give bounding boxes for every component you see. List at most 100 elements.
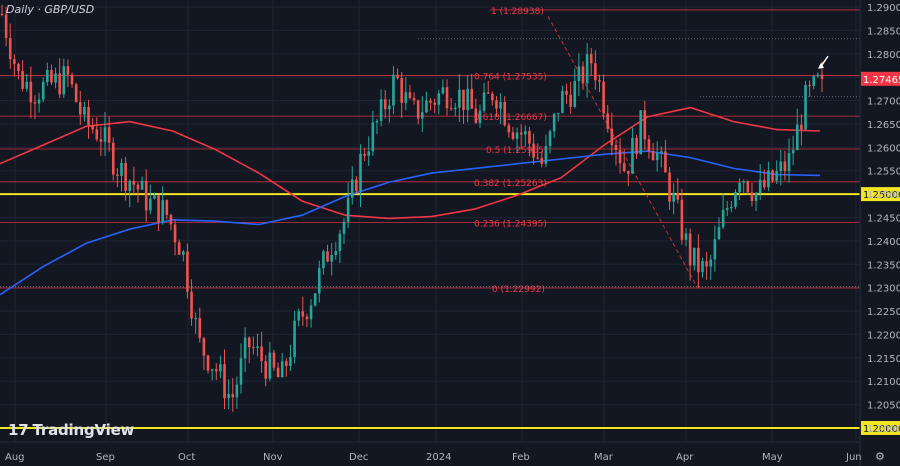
candle-body: [800, 124, 803, 130]
candle-body: [429, 100, 432, 103]
candle-body: [425, 100, 428, 113]
candle-body: [268, 352, 272, 379]
candle-body: [573, 81, 577, 107]
candle-body: [285, 361, 288, 366]
price-tick-label: 1.23000: [867, 284, 900, 295]
candle-body: [713, 239, 717, 260]
candle-body: [635, 137, 638, 155]
candle-body: [396, 74, 399, 79]
time-tick-label: Apr: [676, 452, 694, 463]
candle-body: [763, 179, 766, 188]
candle-body: [206, 355, 210, 371]
candle-body: [453, 107, 457, 110]
candle-body: [709, 259, 713, 267]
time-tick-label: 2024: [426, 452, 451, 463]
candle-body: [169, 214, 173, 225]
candle-body: [515, 132, 519, 139]
arrow-annotation-icon[interactable]: [818, 55, 829, 69]
candle-body: [511, 132, 515, 139]
candle-body: [433, 102, 436, 105]
time-tick-label: Aug: [5, 452, 25, 463]
candle-body: [705, 261, 708, 267]
candle-body: [532, 143, 535, 158]
candle-body: [4, 14, 8, 39]
time-tick-label: Oct: [178, 452, 195, 463]
moving-average-red: [0, 106, 821, 220]
price-tick-label: 1.26000: [867, 143, 900, 154]
candle-body: [569, 94, 572, 107]
candle-body: [507, 125, 511, 133]
price-tick-label: 1.25000: [867, 190, 900, 201]
price-tick-label: 1.22000: [867, 330, 900, 341]
time-tick-label: May: [762, 452, 783, 463]
candle-body: [280, 361, 284, 378]
fibonacci-retracement[interactable]: 1 (1.28938) 0.764 (1.27535) 0.618 (1.26667…: [0, 7, 860, 295]
candle-body: [544, 146, 548, 164]
candle-body: [252, 347, 255, 349]
candle-body: [758, 179, 762, 194]
settings-gear-icon: ⚙: [875, 450, 885, 463]
candle-body: [730, 206, 733, 209]
candle-body: [46, 69, 49, 82]
candle-body: [58, 73, 61, 95]
candle-body: [78, 102, 82, 115]
time-tick-label: Mar: [594, 452, 614, 463]
candle-body: [243, 337, 247, 359]
candle-body: [491, 93, 494, 101]
candle-body: [804, 85, 807, 130]
price-tick-label: 1.26500: [867, 120, 900, 131]
candle-body: [17, 63, 20, 72]
candle-body: [688, 233, 692, 266]
price-tick-label: 1.24000: [867, 237, 900, 248]
candle-body: [721, 209, 725, 228]
time-tick-label: Feb: [512, 452, 530, 463]
candle-body: [548, 131, 552, 147]
candle-body: [664, 151, 667, 173]
candle-body: [317, 268, 321, 294]
candle-body: [50, 69, 53, 83]
candle-body: [618, 150, 622, 164]
price-tick-label: 1.28000: [867, 50, 900, 61]
price-axis[interactable]: 1.290001.285001.280001.275001.270001.265…: [859, 0, 900, 466]
price-tick-label: 1.22500: [867, 307, 900, 318]
candle-body: [346, 197, 350, 222]
candle-body: [272, 352, 276, 368]
candle-body: [779, 161, 783, 172]
candle-body: [37, 99, 41, 104]
candle-body: [795, 124, 799, 151]
candle-body: [367, 151, 371, 156]
candle-body: [585, 54, 589, 84]
candle-body: [775, 171, 778, 181]
candle-body: [383, 99, 387, 110]
candle-body: [536, 157, 539, 159]
candle-body: [458, 89, 461, 108]
time-axis[interactable]: Aug Sep Oct Nov Dec 2024 Feb Mar Apr May Jun ⚙: [0, 441, 885, 463]
price-tick-label: 1.28500: [867, 26, 900, 37]
candle-body: [355, 179, 358, 192]
candle-body: [742, 181, 746, 183]
candle-body: [651, 151, 655, 161]
candle-body: [738, 182, 741, 193]
candle-body: [103, 127, 107, 142]
candle-body: [194, 318, 197, 320]
candle-body: [437, 93, 441, 105]
time-tick-label: Nov: [263, 452, 283, 463]
candle-body: [610, 128, 614, 146]
candle-body: [202, 338, 206, 356]
candle-body: [235, 384, 239, 398]
candle-body: [350, 179, 354, 198]
candle-body: [33, 102, 37, 104]
candle-body: [153, 195, 156, 199]
candle-body: [0, 14, 4, 16]
candle-body: [289, 356, 292, 366]
trend-line[interactable]: [547, 16, 698, 287]
candle-body: [820, 74, 824, 79]
candle-body: [725, 208, 729, 210]
candle-body: [313, 293, 317, 306]
candle-body: [165, 200, 169, 215]
candle-body: [95, 129, 99, 140]
last-price-label: 1.27465: [863, 75, 900, 86]
candle-body: [239, 358, 243, 385]
candle-body: [684, 233, 688, 240]
